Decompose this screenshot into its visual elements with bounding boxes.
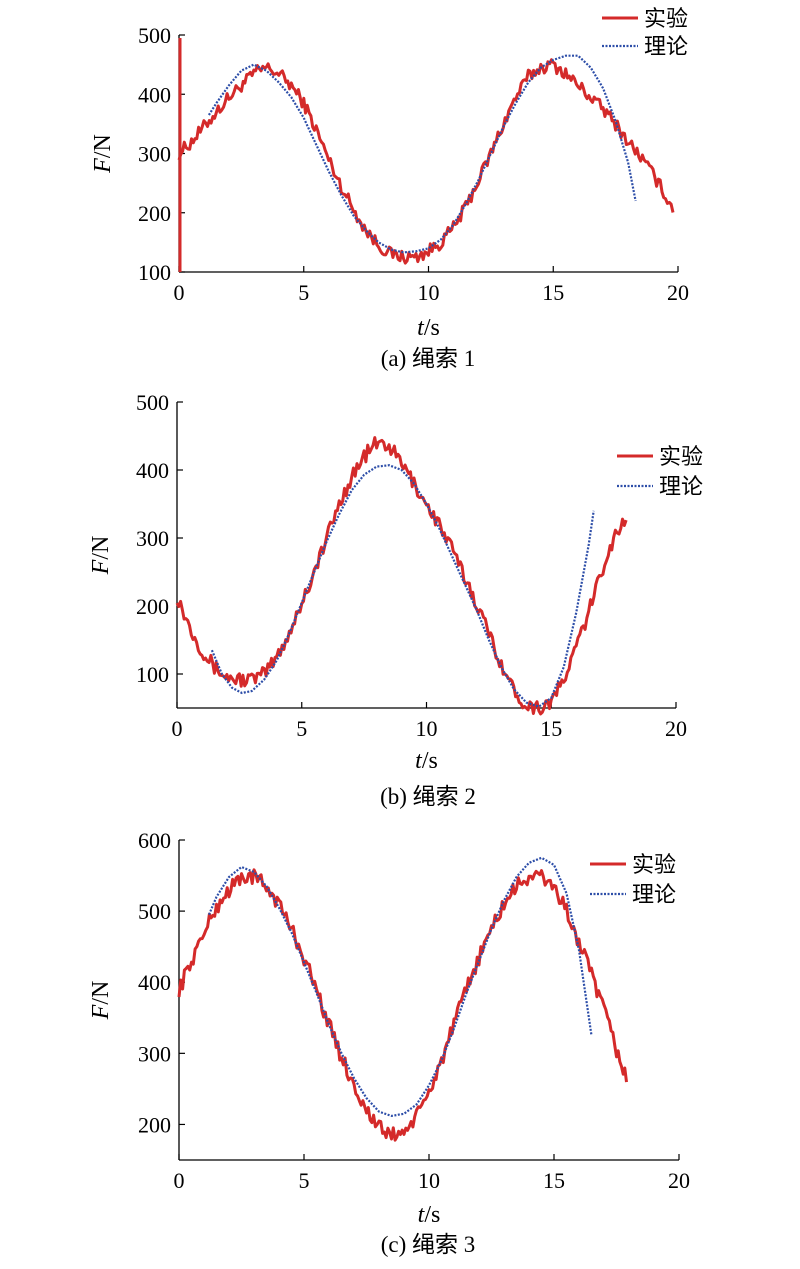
x-axis-label-var: t [418, 1202, 426, 1228]
x-axis-label: t/s [415, 748, 438, 774]
y-tick-label: 400 [136, 458, 169, 483]
x-tick-label: 15 [543, 1168, 565, 1193]
y-axis-label: F/N [90, 134, 116, 174]
y-axis-label-unit: /N [88, 981, 114, 1005]
y-tick-label: 400 [138, 970, 171, 995]
series-theoretical-line [210, 464, 595, 708]
legend-label-experimental: 实验 [632, 853, 676, 878]
x-axis-label: t/s [417, 315, 440, 341]
x-tick-label: 10 [418, 280, 440, 305]
series-theoretical-line [207, 856, 593, 1118]
series-experimental-line [177, 58, 675, 265]
legend-label-theoretical: 理论 [632, 883, 676, 908]
legend-label-experimental: 实验 [659, 445, 703, 470]
x-tick-label: 10 [416, 716, 438, 741]
y-tick-label: 100 [136, 662, 169, 687]
x-tick-label: 5 [296, 716, 307, 741]
legend-label-theoretical: 理论 [659, 475, 703, 500]
y-axis-label-unit: /N [88, 536, 114, 560]
x-tick-label: 15 [540, 716, 562, 741]
series-theoretical-line [207, 54, 637, 254]
y-tick-label: 300 [138, 142, 171, 167]
x-tick-label: 10 [418, 1168, 440, 1193]
x-axis-label-unit: /s [424, 315, 440, 341]
y-tick-label: 200 [138, 201, 171, 226]
x-tick-label: 5 [298, 280, 309, 305]
y-axis-label-var: F [90, 158, 116, 174]
x-tick-label: 20 [665, 716, 687, 741]
x-tick-label: 0 [172, 716, 183, 741]
y-tick-label: 300 [138, 1041, 171, 1066]
y-axis-label-var: F [88, 1004, 114, 1020]
x-axis-label-var: t [417, 315, 425, 341]
x-axis-label-unit: /s [422, 748, 438, 774]
panel-caption: (c) 绳索 3 [381, 1232, 476, 1257]
y-tick-label: 100 [138, 260, 171, 285]
x-tick-label: 15 [542, 280, 564, 305]
y-tick-label: 600 [138, 828, 171, 853]
legend-label-theoretical: 理论 [644, 35, 688, 60]
x-tick-label: 0 [174, 280, 185, 305]
legend-label-experimental: 实验 [644, 7, 688, 32]
y-tick-label: 500 [138, 23, 171, 48]
y-tick-label: 500 [138, 899, 171, 924]
x-axis-label: t/s [418, 1202, 441, 1228]
x-tick-label: 20 [667, 280, 689, 305]
y-tick-label: 400 [138, 82, 171, 107]
x-tick-label: 20 [668, 1168, 690, 1193]
y-tick-label: 200 [138, 1112, 171, 1137]
x-axis-label-var: t [415, 748, 423, 774]
y-tick-label: 200 [136, 594, 169, 619]
y-axis-label: F/N [88, 536, 114, 576]
series-experimental-line [175, 436, 628, 716]
y-tick-label: 500 [136, 390, 169, 415]
y-tick-label: 300 [136, 526, 169, 551]
x-axis-label-unit: /s [424, 1202, 440, 1228]
x-tick-label: 5 [299, 1168, 310, 1193]
y-axis-label: F/N [88, 981, 114, 1021]
x-tick-label: 0 [174, 1168, 185, 1193]
series-experimental-line [177, 868, 628, 1142]
y-axis-label-var: F [88, 559, 114, 575]
y-axis-label-unit: /N [90, 134, 116, 158]
panel-caption: (a) 绳索 1 [381, 346, 476, 371]
panel-caption: (b) 绳索 2 [380, 784, 476, 809]
